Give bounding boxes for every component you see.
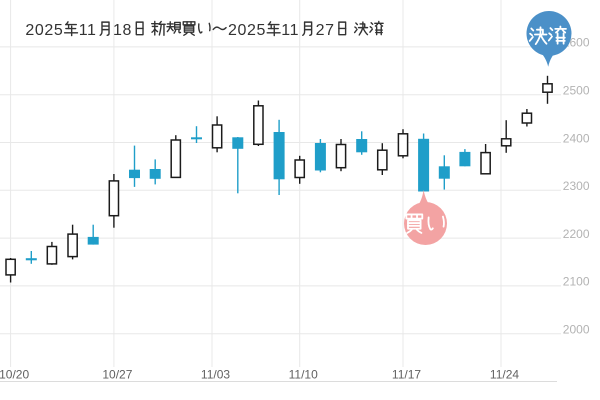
svg-text:2000: 2000 xyxy=(563,323,590,337)
svg-text:11: 11 xyxy=(281,22,299,39)
svg-text:11/10: 11/10 xyxy=(289,367,318,381)
svg-text:18: 18 xyxy=(113,22,132,39)
svg-text:2025: 2025 xyxy=(25,22,63,39)
svg-text:11/24: 11/24 xyxy=(490,367,519,381)
svg-text:2200: 2200 xyxy=(563,227,590,241)
svg-text:11: 11 xyxy=(79,22,97,39)
svg-text:2500: 2500 xyxy=(563,84,590,98)
svg-text:2300: 2300 xyxy=(563,179,590,193)
svg-text:2400: 2400 xyxy=(563,131,590,145)
svg-text:10/20: 10/20 xyxy=(0,367,29,381)
svg-text:11/03: 11/03 xyxy=(201,367,230,381)
svg-text:10/27: 10/27 xyxy=(102,367,132,381)
svg-text:2025: 2025 xyxy=(228,22,266,39)
svg-text:27: 27 xyxy=(316,22,335,39)
svg-text:2100: 2100 xyxy=(563,275,590,289)
svg-text:11/17: 11/17 xyxy=(392,367,421,381)
